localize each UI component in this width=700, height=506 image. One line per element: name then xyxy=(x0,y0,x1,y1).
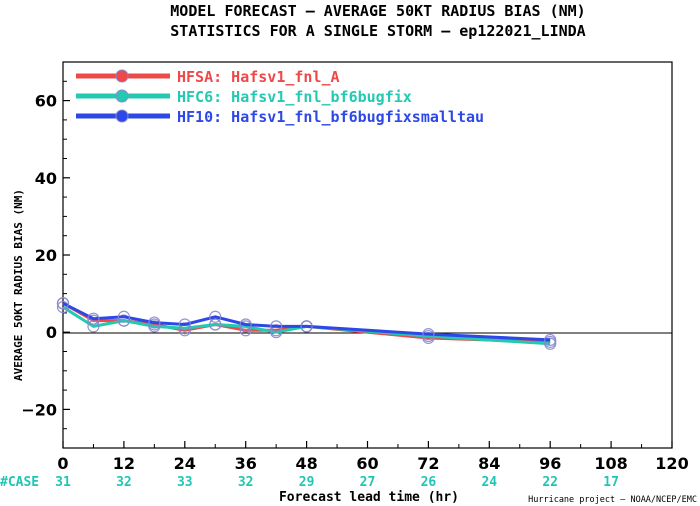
y-axis-label: AVERAGE 50KT RADIUS BIAS (NM) xyxy=(12,189,25,381)
data-point xyxy=(117,314,131,327)
case-count: 27 xyxy=(360,475,376,490)
case-label: #CASE xyxy=(0,475,39,490)
y-tick-label: 40 xyxy=(35,169,57,188)
x-tick-label: 48 xyxy=(295,454,317,473)
y-tick-label: 60 xyxy=(35,92,57,111)
data-point xyxy=(209,318,222,331)
credit-text: Hurricane project – NOAA/NCEP/EMC xyxy=(528,495,697,505)
x-tick-label: 0 xyxy=(57,454,68,473)
series-line-2 xyxy=(62,301,551,342)
case-count: 22 xyxy=(542,475,558,490)
case-count: 33 xyxy=(177,475,193,490)
data-point xyxy=(56,297,70,310)
data-point xyxy=(178,322,191,335)
data-point xyxy=(148,316,161,329)
legend: HFSA: Hafsv1_fnl_A HFC6: Hafsv1_fnl_bf6bu… xyxy=(76,68,484,126)
data-point xyxy=(148,320,161,333)
case-count: 32 xyxy=(238,475,254,490)
x-tick-label: 84 xyxy=(478,454,500,473)
case-row: 31 32 33 32 29 27 26 24 22 17 xyxy=(55,475,619,490)
data-point xyxy=(87,320,100,333)
data-point xyxy=(300,320,313,333)
x-axis-label: Forecast lead time (hr) xyxy=(279,490,459,505)
x-tick-label: 72 xyxy=(417,454,439,473)
legend-marker xyxy=(115,69,129,83)
legend-label: HFSA: Hafsv1_fnl_A xyxy=(177,68,340,86)
case-count: 26 xyxy=(421,475,437,490)
x-tick-label: 96 xyxy=(539,454,561,473)
legend-label: HF10: Hafsv1_fnl_bf6bugfixsmalltau xyxy=(177,108,484,126)
case-count: 32 xyxy=(116,475,132,490)
x-tick-label: 108 xyxy=(594,454,627,473)
data-point xyxy=(544,333,557,347)
data-point xyxy=(87,312,100,325)
chart-title-line1: MODEL FORECAST – AVERAGE 50KT RADIUS BIA… xyxy=(170,2,585,20)
x-tick-label: 60 xyxy=(356,454,378,473)
case-count: 31 xyxy=(55,475,71,490)
y-axis-ticks: −20 0 20 40 60 xyxy=(21,61,70,449)
legend-label: HFC6: Hafsv1_fnl_bf6bugfix xyxy=(177,88,412,106)
x-axis-ticks: 0 12 24 36 48 60 72 84 96 108 120 xyxy=(57,441,689,473)
data-point xyxy=(209,310,222,323)
data-point xyxy=(422,328,435,341)
case-count: 24 xyxy=(481,475,497,490)
legend-marker xyxy=(115,89,129,103)
case-count: 29 xyxy=(299,475,315,490)
series-layer xyxy=(56,297,557,350)
data-point xyxy=(270,320,283,333)
chart-title-line2: STATISTICS FOR A SINGLE STORM – ep122021… xyxy=(170,22,585,40)
data-point xyxy=(117,310,131,323)
legend-marker xyxy=(115,109,129,123)
data-point xyxy=(544,337,557,350)
x-tick-label: 36 xyxy=(235,454,257,473)
data-point xyxy=(239,318,252,331)
y-tick-label: 0 xyxy=(46,323,57,342)
data-point xyxy=(178,318,191,331)
y-tick-label: 20 xyxy=(35,246,57,265)
x-tick-label: 120 xyxy=(655,454,688,473)
x-tick-label: 12 xyxy=(113,454,135,473)
x-tick-label: 24 xyxy=(174,454,196,473)
case-count: 17 xyxy=(603,475,619,490)
y-tick-label: −20 xyxy=(21,400,57,419)
